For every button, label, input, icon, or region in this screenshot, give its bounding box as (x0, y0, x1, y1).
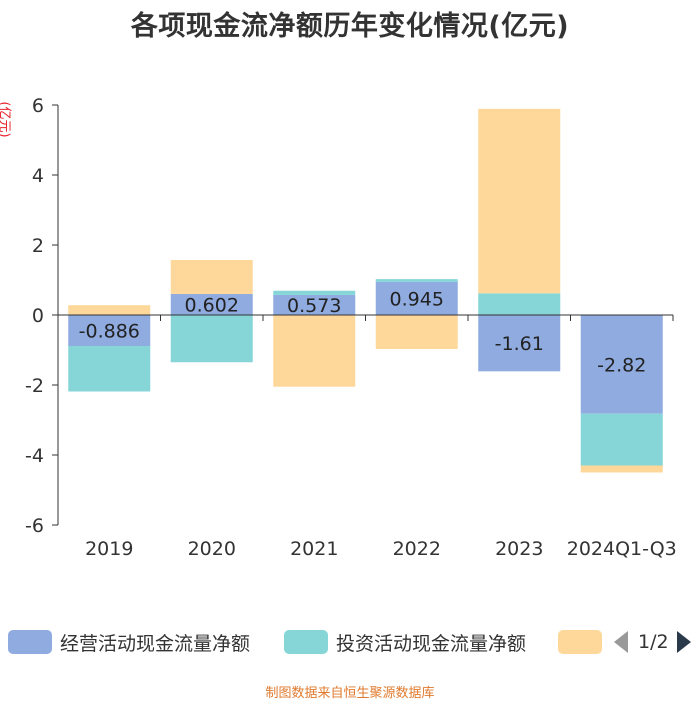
pager-prev-icon[interactable] (614, 631, 628, 653)
legend-item-investing[interactable]: 投资活动现金流量净额 (284, 626, 526, 658)
legend: 经营活动现金流量净额 投资活动现金流量净额 1/2 (0, 626, 700, 658)
x-tick-label: 2023 (495, 538, 543, 560)
legend-label-investing: 投资活动现金流量净额 (336, 632, 527, 655)
y-tick-label: -2 (25, 375, 44, 397)
bar-2023-series-2 (478, 293, 561, 315)
source-note: 制图数据来自恒生聚源数据库 (265, 686, 435, 701)
y-tick-label: 6 (32, 95, 44, 117)
x-tick-label: 2020 (188, 538, 236, 560)
bar-2020-series-3 (170, 259, 253, 294)
x-tick-label: 2021 (290, 538, 338, 560)
bar-2021-series-1 (273, 294, 356, 315)
bar-2020-series-1 (170, 293, 253, 315)
bar-2019-series-1 (68, 315, 151, 347)
bar-2021-series-3 (273, 315, 356, 387)
legend-swatch-investing (284, 630, 328, 654)
bar-2022-series-2 (375, 279, 458, 282)
data-label: 0.602 (185, 294, 239, 316)
bar-2022-series-3 (375, 315, 458, 349)
legend-swatch-financing (558, 630, 602, 654)
y-tick-label: -4 (25, 445, 44, 467)
y-tick-label: 0 (32, 305, 44, 327)
x-tick-label: 2019 (85, 538, 133, 560)
bar-2020-series-2 (170, 315, 253, 363)
legend-item-financing[interactable] (558, 626, 610, 658)
bar-2024Q1-Q3-series-2 (580, 413, 663, 466)
pager-text: 1/2 (638, 631, 669, 653)
bar-2022-series-1 (375, 281, 458, 315)
data-label: 0.573 (287, 295, 341, 317)
bar-2024Q1-Q3-series-3 (580, 465, 663, 473)
legend-item-operating[interactable]: 经营活动现金流量净额 (8, 626, 250, 658)
pager-next-icon[interactable] (676, 631, 691, 653)
data-label: -1.61 (495, 333, 544, 355)
legend-pager: 1/2 (614, 626, 691, 658)
bar-2019-series-2 (68, 346, 151, 392)
x-tick-label: 2022 (393, 538, 441, 560)
bar-2021-series-2 (273, 290, 356, 295)
bar-2019-series-3 (68, 305, 151, 315)
data-label: 0.945 (390, 288, 444, 310)
x-tick-label: 2024Q1-Q3 (567, 538, 677, 560)
data-label: -2.82 (597, 354, 646, 376)
data-label: -0.886 (79, 321, 140, 343)
bar-2023-series-3 (478, 108, 561, 294)
bar-2023-series-1 (478, 315, 561, 372)
chart-title: 各项现金流净额历年变化情况(亿元) (130, 11, 570, 42)
y-axis-unit: (亿元) (0, 101, 12, 138)
bar-2024Q1-Q3-series-1 (580, 315, 663, 414)
y-tick-label: 2 (32, 235, 44, 257)
y-tick-label: 4 (32, 165, 44, 187)
legend-label-operating: 经营活动现金流量净额 (60, 632, 251, 655)
legend-swatch-operating (8, 630, 52, 654)
y-tick-label: -6 (25, 515, 44, 537)
